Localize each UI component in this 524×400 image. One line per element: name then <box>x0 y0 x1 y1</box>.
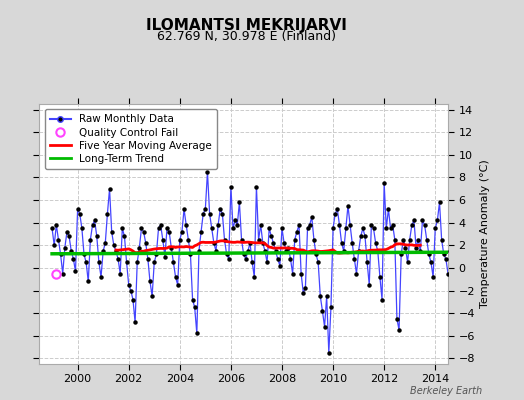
Legend: Raw Monthly Data, Quality Control Fail, Five Year Moving Average, Long-Term Tren: Raw Monthly Data, Quality Control Fail, … <box>45 109 217 169</box>
Text: ILOMANTSI MEKRIJARVI: ILOMANTSI MEKRIJARVI <box>146 18 347 33</box>
Text: 62.769 N, 30.978 E (Finland): 62.769 N, 30.978 E (Finland) <box>157 30 336 43</box>
Y-axis label: Temperature Anomaly (°C): Temperature Anomaly (°C) <box>481 160 490 308</box>
Text: Berkeley Earth: Berkeley Earth <box>410 386 482 396</box>
